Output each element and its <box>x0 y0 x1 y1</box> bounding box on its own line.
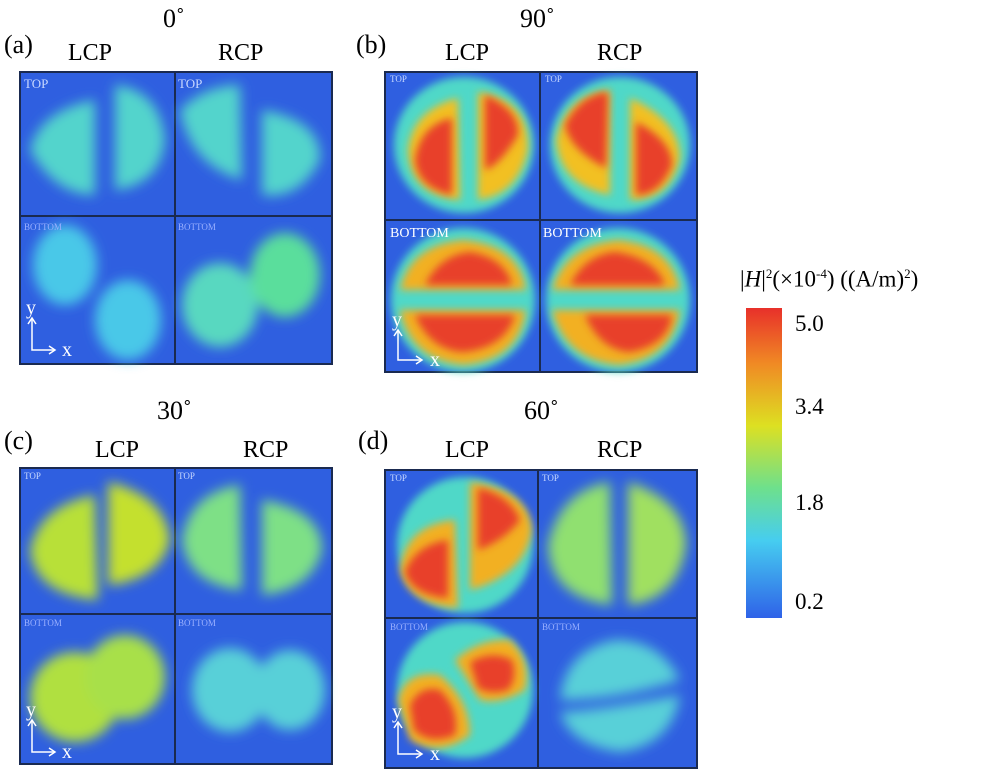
colorbar-tick-min: 0.2 <box>795 589 824 614</box>
panel-b-lcp: LCP <box>445 40 490 66</box>
panel-c-axis-indicator <box>27 718 57 757</box>
panel-a-bottom-rcp-text: BOTTOM <box>178 222 216 232</box>
panel-c-bottom-lcp-text: BOTTOM <box>24 618 62 628</box>
panel-b-axis-x: x <box>430 349 440 371</box>
panel-a-axis-indicator <box>27 316 57 355</box>
panel-b-bottom-lcp-text: BOTTOM <box>390 226 449 241</box>
panel-c-label: (c) <box>4 426 33 455</box>
panel-b-top-lcp-text: TOP <box>390 74 407 84</box>
panel-d-bottom-rcp-text: BOTTOM <box>542 622 580 632</box>
panel-d-axis-y: y <box>392 701 402 723</box>
panel-a-bottom-lcp-text: BOTTOM <box>24 222 62 232</box>
panel-b-axis-y: y <box>392 309 402 331</box>
panel-b-angle: 90˚ <box>520 4 555 33</box>
panel-d-axis-indicator <box>393 720 424 759</box>
panel-d-lcp: LCP <box>445 437 490 463</box>
panel-b-bottom-rcp-text: BOTTOM <box>543 226 602 241</box>
panel-a-lcp: LCP <box>68 40 113 66</box>
panel-a-axis-y: y <box>26 297 36 319</box>
panel-a-axis-x: x <box>62 339 72 361</box>
panel-b-axis-indicator <box>393 328 424 365</box>
colorbar-title: |H|2(×10-4) ((A/m)2) <box>740 266 919 292</box>
panel-b-rcp: RCP <box>597 40 643 66</box>
panel-a-rcp: RCP <box>218 40 264 66</box>
panel-c-rcp: RCP <box>243 437 289 463</box>
panel-c-maps <box>19 467 333 765</box>
panel-a-top-rcp-text: TOP <box>178 76 202 91</box>
panel-c-top-rcp-text: TOP <box>178 471 195 481</box>
panel-d-top-lcp-text: TOP <box>390 473 407 483</box>
panel-d-top-rcp-text: TOP <box>542 473 559 483</box>
colorbar-tick-max: 5.0 <box>795 311 824 336</box>
panel-d-angle: 60˚ <box>524 396 559 425</box>
panel-a-maps <box>19 71 333 365</box>
panel-c-axis-x: x <box>62 741 72 763</box>
panel-b-label: (b) <box>356 30 387 59</box>
panel-c-axis-y: y <box>26 699 36 721</box>
panel-a-angle: 0˚ <box>163 4 185 33</box>
panel-d-bottom-lcp-text: BOTTOM <box>390 622 428 632</box>
panel-c-top-lcp-text: TOP <box>24 471 41 481</box>
panel-a-label: (a) <box>4 30 33 59</box>
panel-b-maps <box>384 71 698 373</box>
panel-c-lcp: LCP <box>95 437 140 463</box>
panel-b-top-rcp-text: TOP <box>545 74 562 84</box>
colorbar-tick-3: 1.8 <box>795 490 824 515</box>
panel-d-axis-x: x <box>430 743 440 765</box>
colorbar <box>746 308 782 618</box>
colorbar-tick-2: 3.4 <box>795 394 824 419</box>
panel-d-rcp: RCP <box>597 437 643 463</box>
panel-c-angle: 30˚ <box>157 396 192 425</box>
panel-d-maps <box>384 469 698 769</box>
panel-c-bottom-rcp-text: BOTTOM <box>178 618 216 628</box>
panel-a-top-lcp-text: TOP <box>24 76 48 91</box>
panel-d-label: (d) <box>358 426 389 455</box>
